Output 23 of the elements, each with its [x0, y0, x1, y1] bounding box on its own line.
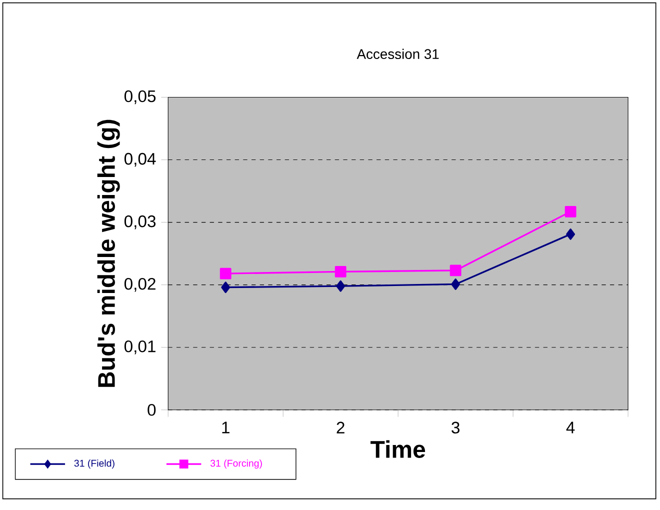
legend-label: 31 (Field): [74, 460, 114, 469]
y-tick-label: 0,01: [124, 340, 156, 354]
point: [334, 266, 346, 278]
point: [566, 228, 576, 240]
y-axis-title: Bud's middle weight (g): [97, 120, 120, 387]
point: [221, 282, 230, 294]
legend-label: 31 (Forcing): [210, 460, 262, 469]
y-tick-label: 0,02: [124, 278, 156, 292]
y-tick-label: 0: [148, 404, 156, 416]
x-tick-label: 2: [336, 422, 344, 434]
x-axis-title: Time: [370, 440, 426, 458]
x-tick-label: 4: [566, 422, 575, 434]
y-tick-label: 0,05: [124, 90, 156, 104]
y-tick-label: 0,04: [124, 152, 156, 167]
chart-title: Accession 31: [356, 48, 439, 60]
y-tick-label: 0,03: [124, 215, 156, 230]
x-tick-label: 1: [222, 422, 230, 434]
point: [450, 264, 462, 276]
point: [336, 280, 346, 292]
x-tick-label: 3: [452, 422, 460, 434]
point: [220, 268, 232, 280]
point: [564, 206, 576, 218]
point: [451, 278, 460, 290]
